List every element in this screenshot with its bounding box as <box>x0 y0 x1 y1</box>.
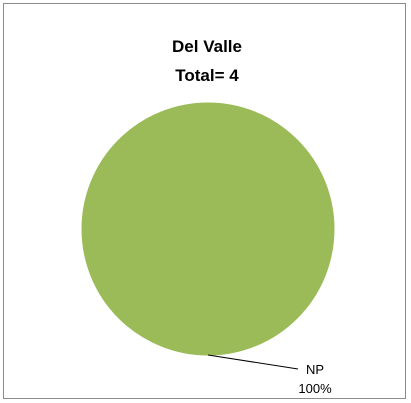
slice-leader-line <box>207 354 299 370</box>
pie-slice-np <box>80 101 336 357</box>
slice-category-label: NP <box>306 362 324 377</box>
slice-percent-label: 100% <box>298 381 332 396</box>
chart-subtitle: Total= 4 <box>175 66 239 85</box>
chart-title: Del Valle <box>172 37 242 56</box>
pie-slices <box>80 101 336 357</box>
